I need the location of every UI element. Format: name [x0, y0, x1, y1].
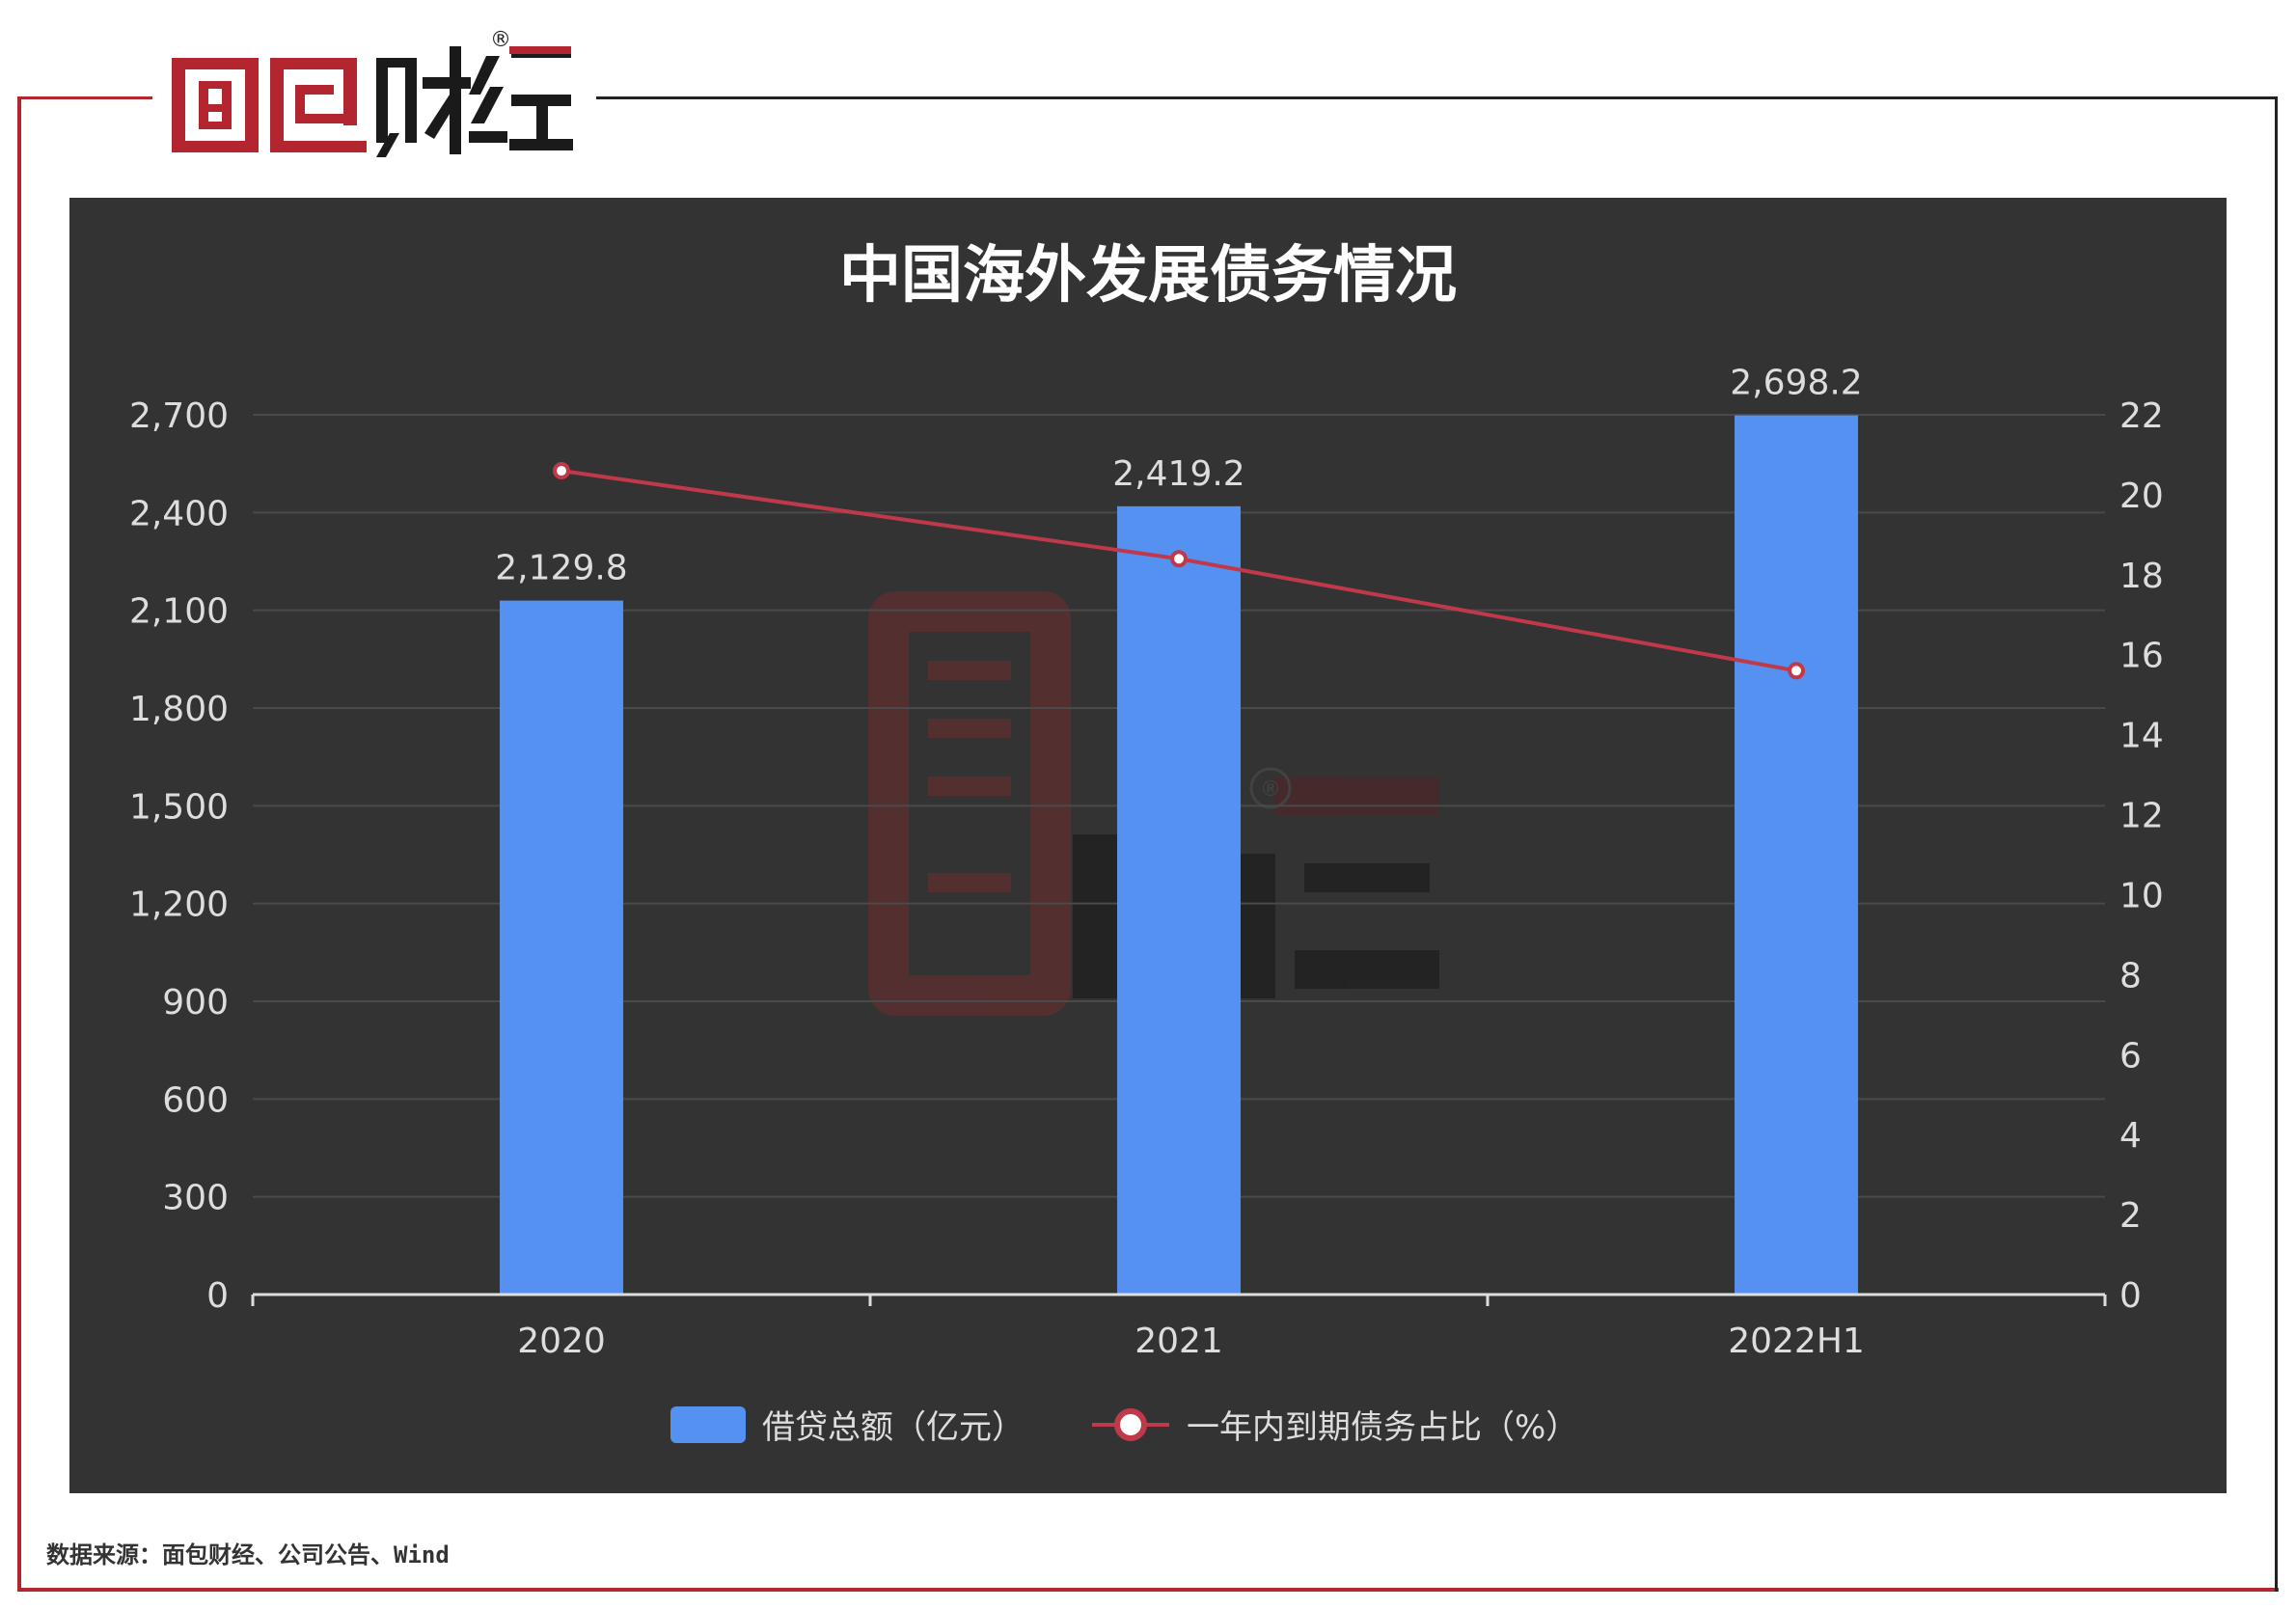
y-left-tick-label: 600	[162, 1080, 229, 1120]
y-right-tick-label: 16	[2119, 637, 2164, 676]
legend-line-label: 一年内到期债务占比（%）	[1187, 1408, 1578, 1447]
legend-bar-swatch	[670, 1406, 746, 1443]
y-right-tick-label: 12	[2119, 797, 2164, 836]
frame-top-right-border	[596, 96, 2278, 99]
y-right-tick-label: 4	[2119, 1116, 2142, 1156]
y-left-tick-label: 2,100	[129, 592, 229, 632]
y-left-tick-label: 1,800	[129, 690, 229, 729]
y-right-tick-label: 6	[2119, 1036, 2142, 1076]
y-left-tick-label: 1,500	[129, 787, 229, 827]
chart-panel: ® 0 300 600 900 1,200 1,500 1,800 2,100 2,400 2,7…	[69, 198, 2227, 1493]
y-right-tick-label: 20	[2119, 477, 2164, 516]
bar	[1735, 415, 1858, 1295]
y-left-tick-label: 300	[162, 1179, 229, 1218]
frame-top-left-border	[17, 96, 152, 99]
y-right-tick-label: 14	[2119, 717, 2164, 756]
frame-left-border	[17, 96, 21, 1592]
frame-bottom-border	[17, 1588, 2279, 1592]
line-point	[1788, 662, 1805, 680]
brand-logo: ®	[172, 28, 573, 157]
x-tick-label: 2020	[517, 1322, 606, 1361]
bar-value-label: 2,419.2	[1112, 454, 1244, 494]
y-right-tick-label: 18	[2119, 557, 2164, 596]
line-point	[1170, 550, 1188, 568]
registered-mark: ®	[490, 28, 511, 52]
chart-title: 中国海外发展债务情况	[839, 240, 1457, 312]
y-left-tick-label: 0	[206, 1276, 229, 1316]
y-left-tick-label: 2,700	[129, 396, 229, 436]
legend: 借贷总额（亿元） 一年内到期债务占比（%）	[670, 1406, 1578, 1447]
bar-value-label: 2,698.2	[1730, 364, 1862, 403]
y-right-tick-label: 10	[2119, 876, 2164, 915]
y-right-tick-label: 8	[2119, 956, 2142, 995]
y-right-tick-label: 0	[2119, 1276, 2142, 1316]
source-note: 数据来源：面包财经、公司公告、Wind	[46, 1541, 450, 1568]
x-tick-label: 2021	[1134, 1322, 1223, 1361]
y-right-tick-label: 22	[2119, 396, 2164, 436]
y-left-tick-label: 2,400	[129, 494, 229, 533]
legend-line-marker	[1114, 1408, 1147, 1441]
y-left-tick-label: 900	[162, 983, 229, 1023]
svg-text:®: ®	[1260, 777, 1281, 802]
watermark-logo: ®	[868, 591, 1439, 1016]
legend-bar-label: 借贷总额（亿元）	[762, 1408, 1025, 1447]
bar-value-label: 2,129.8	[495, 549, 627, 588]
bar	[1117, 505, 1241, 1295]
line-point	[553, 462, 570, 480]
y-right-tick-label: 2	[2119, 1196, 2142, 1236]
x-tick-label: 2022H1	[1728, 1322, 1865, 1361]
bar	[500, 600, 623, 1295]
chart-canvas: ® 0 300 600 900 1,200 1,500 1,800 2,100 2,400 2,7…	[129, 240, 2164, 1447]
y-left-tick-label: 1,200	[129, 886, 229, 925]
frame-right-border	[2275, 96, 2278, 1592]
